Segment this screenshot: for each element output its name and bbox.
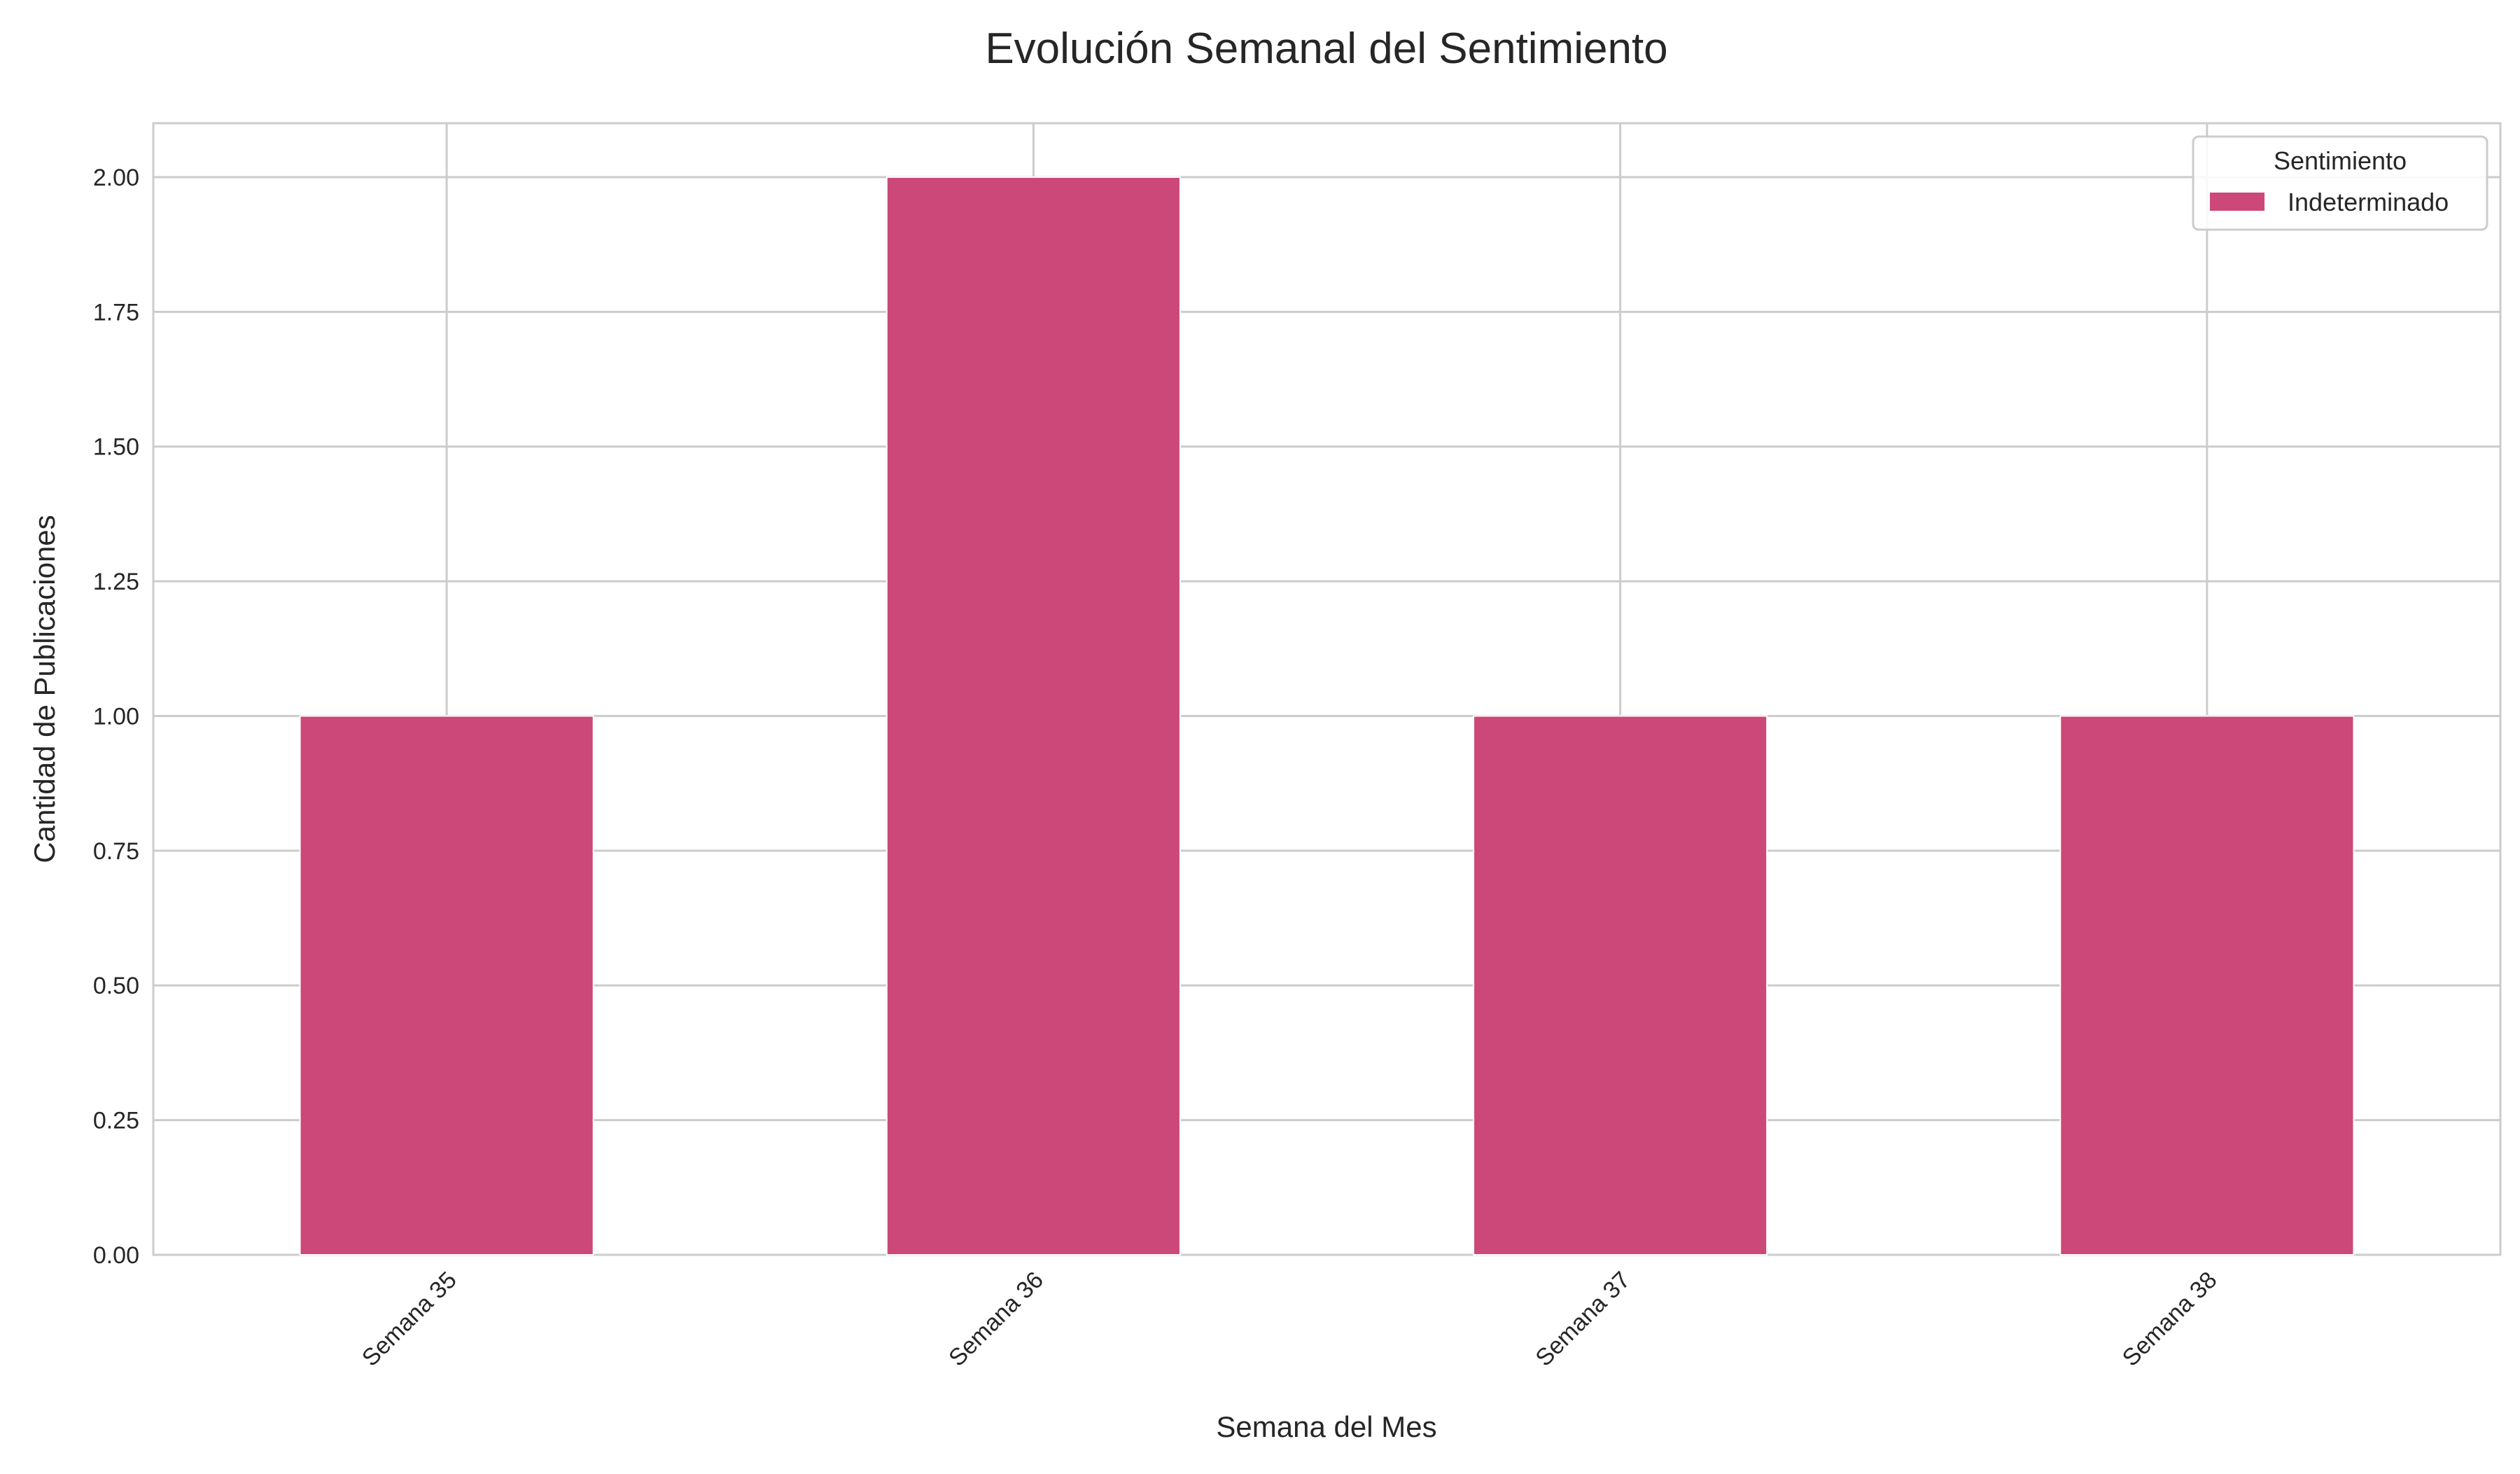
chart-title: Evolución Semanal del Sentimiento xyxy=(985,25,1667,73)
y-tick-label: 1.50 xyxy=(93,434,139,461)
y-tick-label: 1.75 xyxy=(93,299,139,326)
x-tick-label: Semana 38 xyxy=(2118,1267,2222,1372)
y-tick-label: 0.50 xyxy=(93,973,139,999)
y-axis-ticks: 0.00 0.25 0.50 0.75 1.00 1.25 1.50 1.75 2.00 xyxy=(93,165,139,1269)
y-tick-label: 0.75 xyxy=(93,838,139,865)
legend-title: Sentimiento xyxy=(2274,146,2407,175)
x-axis-label: Semana del Mes xyxy=(1216,1410,1436,1443)
y-tick-label: 2.00 xyxy=(93,165,139,191)
x-tick-label: Semana 37 xyxy=(1530,1267,1635,1372)
bar-semana-38 xyxy=(2059,715,2355,1256)
y-axis-label: Cantidad de Publicaciones xyxy=(28,515,61,863)
bar-semana-35 xyxy=(299,715,594,1256)
legend-entry-label: Indeterminado xyxy=(2288,188,2449,216)
legend: Sentimiento Indeterminado xyxy=(2192,135,2488,231)
bar-semana-37 xyxy=(1473,715,1768,1256)
x-tick-label: Semana 35 xyxy=(357,1267,462,1372)
bar-semana-36 xyxy=(886,176,1181,1256)
y-tick-label: 0.25 xyxy=(93,1108,139,1134)
y-tick-label: 0.00 xyxy=(93,1242,139,1269)
legend-box xyxy=(2192,135,2488,231)
x-axis-ticks: Semana 35 Semana 36 Semana 37 Semana 38 xyxy=(357,1267,2222,1372)
x-tick-label: Semana 36 xyxy=(944,1267,1049,1372)
legend-swatch xyxy=(2210,193,2264,211)
y-tick-label: 1.25 xyxy=(93,569,139,595)
y-tick-label: 1.00 xyxy=(93,703,139,730)
bars xyxy=(299,176,2355,1256)
plot-area-frame xyxy=(152,122,2502,1256)
